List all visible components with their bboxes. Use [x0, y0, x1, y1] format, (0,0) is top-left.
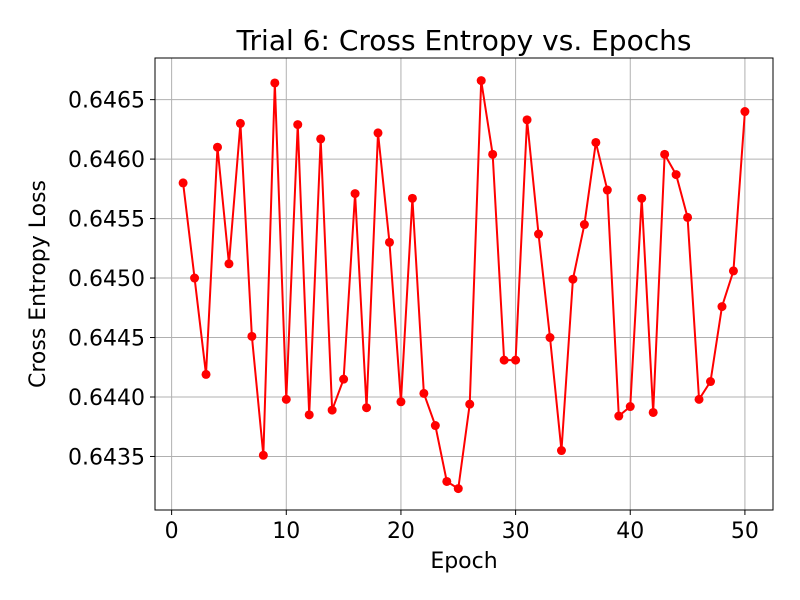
- data-point: [648, 407, 658, 417]
- data-point: [224, 259, 234, 269]
- data-point: [694, 394, 704, 404]
- data-point: [465, 399, 475, 409]
- data-point: [327, 405, 337, 415]
- data-point: [190, 273, 200, 283]
- data-point: [350, 189, 360, 199]
- data-point: [442, 476, 452, 486]
- data-point: [637, 193, 647, 203]
- data-point: [419, 388, 429, 398]
- x-tick-label: 40: [616, 519, 644, 544]
- data-point: [362, 403, 372, 413]
- data-point: [247, 331, 257, 341]
- data-point: [258, 450, 268, 460]
- data-point: [614, 411, 624, 421]
- y-tick-label: 0.6445: [68, 327, 145, 352]
- data-point: [293, 120, 303, 130]
- data-point: [556, 446, 566, 456]
- plot-frame: [154, 57, 774, 511]
- x-tick-label: 30: [502, 519, 530, 544]
- data-point: [339, 374, 349, 384]
- data-point: [625, 402, 635, 412]
- data-point: [384, 237, 394, 247]
- data-point: [235, 118, 245, 128]
- tick-layer: 0 10 20 30 40 50 0.6435 0.6440 0.6445 0.6450 0.645…: [68, 89, 759, 544]
- data-point: [373, 128, 383, 138]
- y-tick-label: 0.6435: [68, 445, 145, 470]
- x-tick-label: 20: [387, 519, 415, 544]
- y-tick-label: 0.6465: [68, 89, 145, 114]
- data-point: [534, 229, 544, 239]
- data-point: [430, 421, 440, 431]
- series-line: [182, 80, 746, 491]
- y-tick-label: 0.6455: [68, 208, 145, 233]
- data-point: [407, 193, 417, 203]
- chart-title: Trial 6: Cross Entropy vs. Epochs: [236, 24, 692, 57]
- data-point: [281, 394, 291, 404]
- y-tick-label: 0.6440: [68, 386, 145, 411]
- data-point: [201, 369, 211, 379]
- x-axis-label: Epoch: [430, 549, 497, 574]
- data-point: [270, 78, 280, 88]
- data-point: [488, 149, 498, 159]
- data-point: [499, 355, 509, 365]
- data-point: [671, 170, 681, 180]
- data-point: [476, 76, 486, 86]
- data-point: [706, 377, 716, 387]
- data-point: [522, 115, 532, 125]
- y-axis-label: Cross Entropy Loss: [26, 180, 51, 388]
- x-tick-label: 0: [165, 519, 179, 544]
- series-layer: [178, 76, 750, 494]
- data-point: [396, 397, 406, 407]
- data-point: [511, 355, 521, 365]
- data-point: [740, 107, 750, 117]
- x-tick-label: 50: [731, 519, 759, 544]
- data-point: [717, 302, 727, 312]
- y-tick-label: 0.6450: [68, 267, 145, 292]
- data-point: [453, 484, 463, 494]
- grid-lines: [155, 58, 773, 510]
- y-tick-label: 0.6460: [68, 148, 145, 173]
- data-point: [304, 410, 314, 420]
- data-point: [602, 185, 612, 195]
- data-point: [568, 274, 578, 284]
- data-point: [178, 178, 188, 188]
- data-point: [683, 212, 693, 222]
- data-point: [316, 134, 326, 144]
- data-point: [728, 266, 738, 276]
- x-tick-label: 10: [272, 519, 300, 544]
- data-point: [660, 149, 670, 159]
- data-point: [579, 220, 589, 230]
- data-point: [591, 137, 601, 147]
- data-point: [545, 333, 555, 343]
- data-point: [212, 142, 222, 152]
